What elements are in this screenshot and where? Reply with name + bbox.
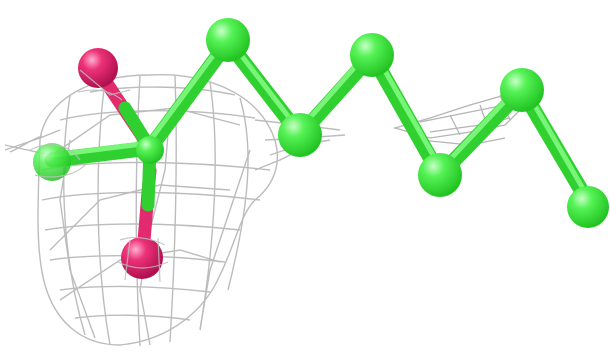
bond-c-c bbox=[364, 47, 448, 183]
carbon-atom[interactable] bbox=[206, 18, 250, 62]
oxygen-atom[interactable] bbox=[78, 48, 118, 88]
carbon-atom[interactable] bbox=[500, 68, 544, 112]
carbon-atom[interactable] bbox=[136, 136, 164, 164]
oxygen-atom[interactable] bbox=[121, 237, 163, 279]
carbon-atom[interactable] bbox=[350, 33, 394, 77]
carbon-atom[interactable] bbox=[418, 153, 462, 197]
atoms bbox=[33, 18, 609, 279]
carbon-atom[interactable] bbox=[278, 113, 322, 157]
density-mesh-front bbox=[29, 69, 169, 283]
carbon-atom[interactable] bbox=[33, 143, 71, 181]
carbon-atom[interactable] bbox=[567, 186, 609, 228]
bond-c-c bbox=[142, 34, 236, 156]
bonds bbox=[44, 34, 598, 259]
